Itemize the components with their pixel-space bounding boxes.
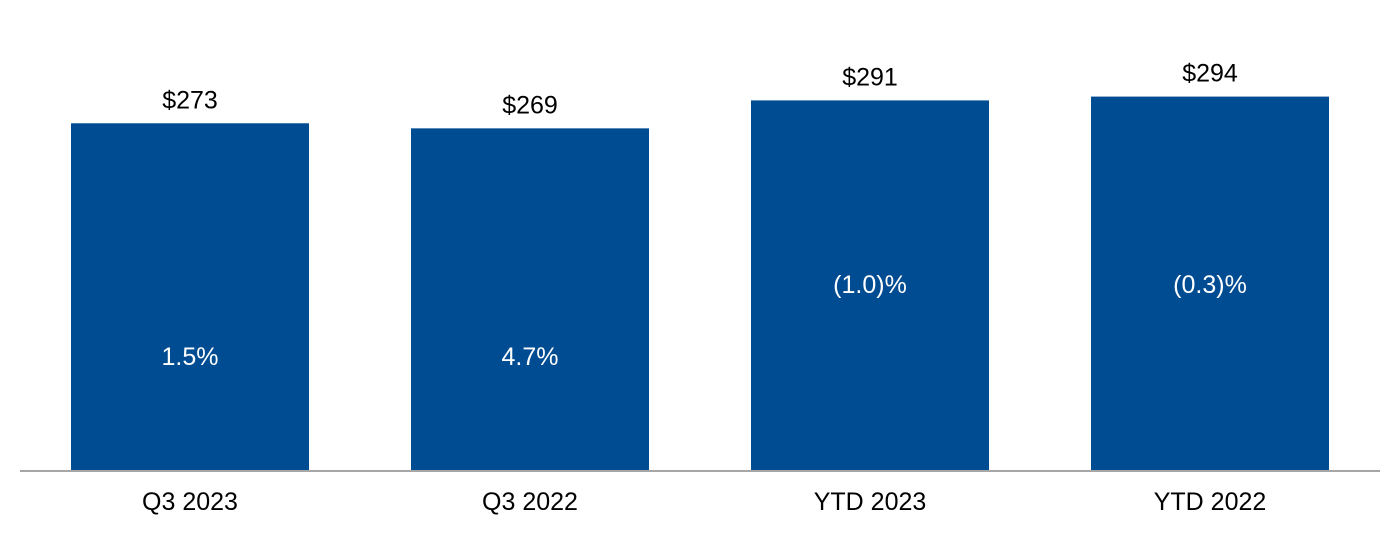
value-label: $273 <box>162 86 218 114</box>
bar <box>71 123 309 470</box>
growth-label: (1.0)% <box>833 271 907 299</box>
bar <box>411 128 649 470</box>
bar <box>751 100 989 471</box>
bar-series <box>71 96 1329 471</box>
bar <box>1091 96 1329 470</box>
growth-label: 1.5% <box>162 343 219 371</box>
value-labels: $273 $269 $291 $294 <box>162 60 1238 120</box>
x-tick-label: Q3 2023 <box>142 488 238 516</box>
x-tick-label: Q3 2022 <box>482 488 578 516</box>
value-label: $294 <box>1182 60 1238 88</box>
value-label: $269 <box>502 91 558 119</box>
growth-label: (0.3)% <box>1173 271 1247 299</box>
growth-label: 4.7% <box>502 343 559 371</box>
growth-labels: 1.5% 4.7% (1.0)% (0.3)% <box>162 271 1247 371</box>
x-axis-tick-labels: Q3 2023 Q3 2022 YTD 2023 YTD 2022 <box>142 488 1266 516</box>
x-tick-label: YTD 2023 <box>814 488 927 516</box>
value-label: $291 <box>842 63 898 91</box>
x-tick-label: YTD 2022 <box>1154 488 1267 516</box>
